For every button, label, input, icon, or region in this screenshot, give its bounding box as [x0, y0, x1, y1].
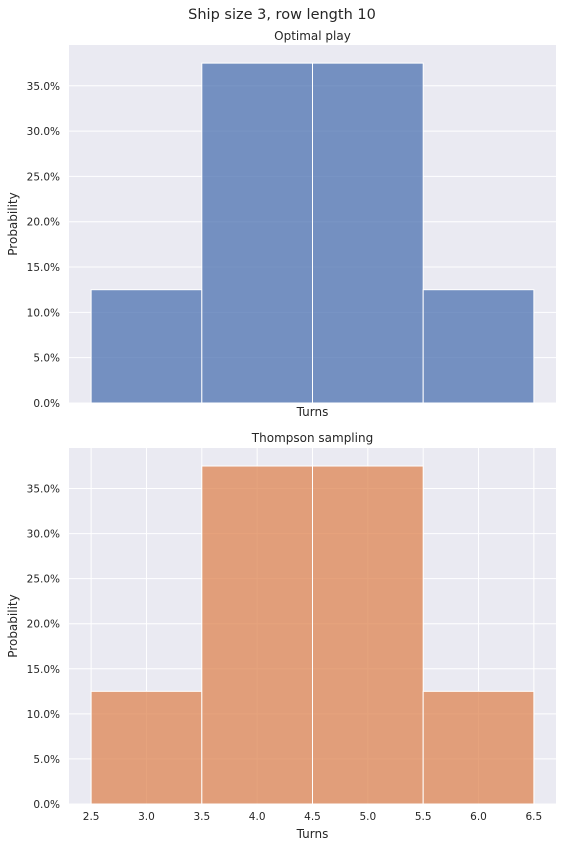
panel-thompson-sampling: 0.0% 5.0% 10.0% 15.0% 20.0% 25.0% 30.0% 35.0% 2… [6, 431, 556, 841]
panel-optimal-play: 0.0% 5.0% 10.0% 15.0% 20.0% 25.0% 30.0% 35.0% O… [6, 29, 556, 419]
x-tick-label: 3.0 [138, 811, 155, 823]
x-tick-label: 2.5 [83, 811, 100, 823]
y-axis-label: Probability [6, 192, 20, 255]
histogram-bar [422, 690, 535, 805]
x-tick-labels: 2.5 3.0 3.5 4.0 4.5 5.0 5.5 6.0 6.5 [83, 811, 542, 823]
y-tick-label: 25.0% [27, 574, 60, 586]
y-tick-label: 20.0% [27, 217, 60, 229]
histogram-bar [201, 62, 313, 404]
bars [90, 465, 535, 805]
y-tick-label: 15.0% [27, 262, 60, 274]
y-tick-label: 25.0% [27, 171, 60, 183]
y-tick-label: 20.0% [27, 619, 60, 631]
y-tick-labels: 0.0% 5.0% 10.0% 15.0% 20.0% 25.0% 30.0% 35.0% [27, 81, 60, 410]
y-tick-label: 0.0% [33, 398, 60, 410]
y-tick-label: 15.0% [27, 664, 60, 676]
figure-title: Ship size 3, row length 10 [188, 7, 376, 23]
bars [90, 62, 535, 404]
y-tick-label: 35.0% [27, 81, 60, 93]
panel-title: Optimal play [274, 29, 351, 43]
y-tick-label: 10.0% [27, 307, 60, 319]
histogram-bar [201, 465, 313, 805]
y-tick-labels: 0.0% 5.0% 10.0% 15.0% 20.0% 25.0% 30.0% 35.0% [27, 484, 60, 811]
x-tick-label: 6.5 [526, 811, 543, 823]
x-tick-label: 5.5 [415, 811, 432, 823]
panel-title: Thompson sampling [251, 431, 373, 445]
histogram-bar [90, 289, 203, 404]
y-tick-label: 30.0% [27, 529, 60, 541]
y-axis-label: Probability [6, 594, 20, 657]
x-tick-label: 3.5 [193, 811, 210, 823]
y-tick-label: 30.0% [27, 126, 60, 138]
x-tick-label: 5.0 [359, 811, 376, 823]
histogram-bar [312, 62, 424, 404]
y-tick-label: 10.0% [27, 709, 60, 721]
histogram-bar [90, 690, 203, 805]
y-tick-label: 0.0% [33, 799, 60, 811]
x-axis-label: Turns [296, 405, 329, 419]
y-tick-label: 5.0% [33, 353, 60, 365]
x-axis-label: Turns [296, 827, 329, 841]
y-tick-label: 35.0% [27, 484, 60, 496]
histogram-bar [312, 465, 424, 805]
histogram-bar [422, 289, 535, 404]
x-tick-label: 4.5 [304, 811, 321, 823]
x-tick-label: 6.0 [470, 811, 487, 823]
x-tick-label: 4.0 [249, 811, 266, 823]
y-tick-label: 5.0% [33, 754, 60, 766]
